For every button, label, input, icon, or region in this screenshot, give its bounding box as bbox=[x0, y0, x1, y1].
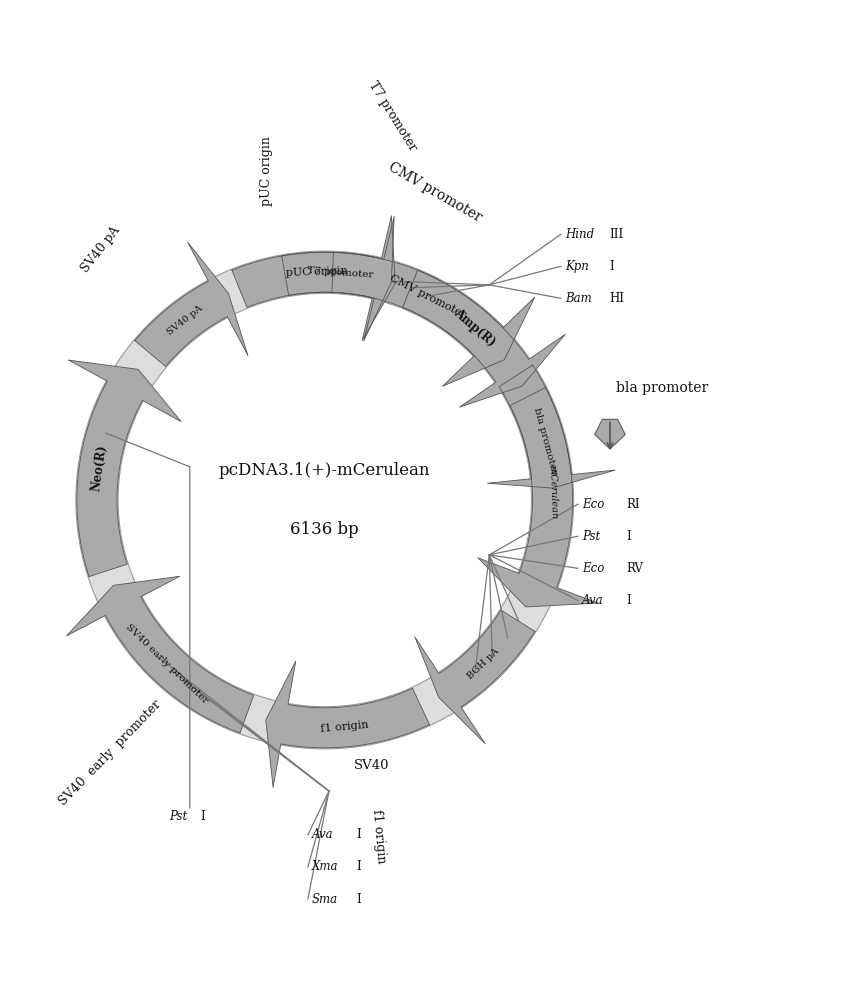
Text: I: I bbox=[626, 594, 630, 607]
Text: Bam: Bam bbox=[565, 292, 592, 305]
Polygon shape bbox=[266, 661, 429, 787]
Text: CMV promoter: CMV promoter bbox=[386, 160, 484, 225]
Polygon shape bbox=[595, 419, 625, 449]
Polygon shape bbox=[68, 360, 181, 577]
Text: T7 promoter: T7 promoter bbox=[308, 266, 374, 280]
Text: I: I bbox=[356, 893, 360, 906]
Text: SV40 early promoter: SV40 early promoter bbox=[124, 622, 210, 705]
Polygon shape bbox=[478, 365, 598, 607]
Text: bla promoter: bla promoter bbox=[532, 407, 558, 475]
Text: pUC origin: pUC origin bbox=[261, 136, 273, 206]
Text: Ava: Ava bbox=[312, 828, 334, 841]
Polygon shape bbox=[332, 252, 535, 386]
Text: pcDNA3.1(+)-mCerulean: pcDNA3.1(+)-mCerulean bbox=[219, 462, 430, 479]
Text: f1 origin: f1 origin bbox=[320, 720, 369, 734]
Text: T7 promoter: T7 promoter bbox=[366, 79, 419, 154]
Text: SV40: SV40 bbox=[354, 759, 389, 772]
Text: 6136 bp: 6136 bp bbox=[291, 521, 360, 538]
Text: f1 origin: f1 origin bbox=[370, 809, 388, 864]
Text: I: I bbox=[609, 260, 613, 273]
Text: Xma: Xma bbox=[312, 860, 338, 873]
Text: pUC origin: pUC origin bbox=[285, 266, 348, 278]
Text: Ava: Ava bbox=[582, 594, 604, 607]
Text: Kpn: Kpn bbox=[565, 260, 589, 273]
Text: Eco: Eco bbox=[582, 498, 604, 511]
Text: Hind: Hind bbox=[565, 228, 595, 241]
Text: HI: HI bbox=[609, 292, 624, 305]
Text: Pst: Pst bbox=[169, 810, 187, 823]
Text: I: I bbox=[626, 530, 630, 543]
Polygon shape bbox=[76, 251, 573, 749]
Text: Pst: Pst bbox=[582, 530, 601, 543]
Polygon shape bbox=[487, 387, 615, 488]
Text: Amp(R): Amp(R) bbox=[451, 307, 498, 350]
Text: mCerulean: mCerulean bbox=[547, 465, 558, 519]
Text: RI: RI bbox=[626, 498, 640, 511]
Text: Eco: Eco bbox=[582, 562, 604, 575]
Polygon shape bbox=[282, 216, 394, 341]
Text: I: I bbox=[356, 860, 360, 873]
Text: RV: RV bbox=[626, 562, 643, 575]
Polygon shape bbox=[135, 242, 248, 366]
Polygon shape bbox=[232, 216, 395, 341]
Text: BGH pA: BGH pA bbox=[465, 647, 501, 681]
Text: SV40 pA: SV40 pA bbox=[79, 224, 123, 275]
Polygon shape bbox=[403, 270, 565, 407]
Text: Sma: Sma bbox=[312, 893, 338, 906]
Text: SV40 pA: SV40 pA bbox=[165, 304, 204, 337]
Polygon shape bbox=[415, 610, 535, 744]
Text: SV40  early  promoter: SV40 early promoter bbox=[56, 697, 164, 808]
Text: CMV promoter: CMV promoter bbox=[389, 273, 468, 321]
Polygon shape bbox=[66, 576, 254, 733]
Text: I: I bbox=[356, 828, 360, 841]
Text: Neo(R): Neo(R) bbox=[89, 444, 109, 492]
Text: III: III bbox=[609, 228, 624, 241]
Text: bla promoter: bla promoter bbox=[616, 381, 709, 395]
Text: I: I bbox=[201, 810, 205, 823]
